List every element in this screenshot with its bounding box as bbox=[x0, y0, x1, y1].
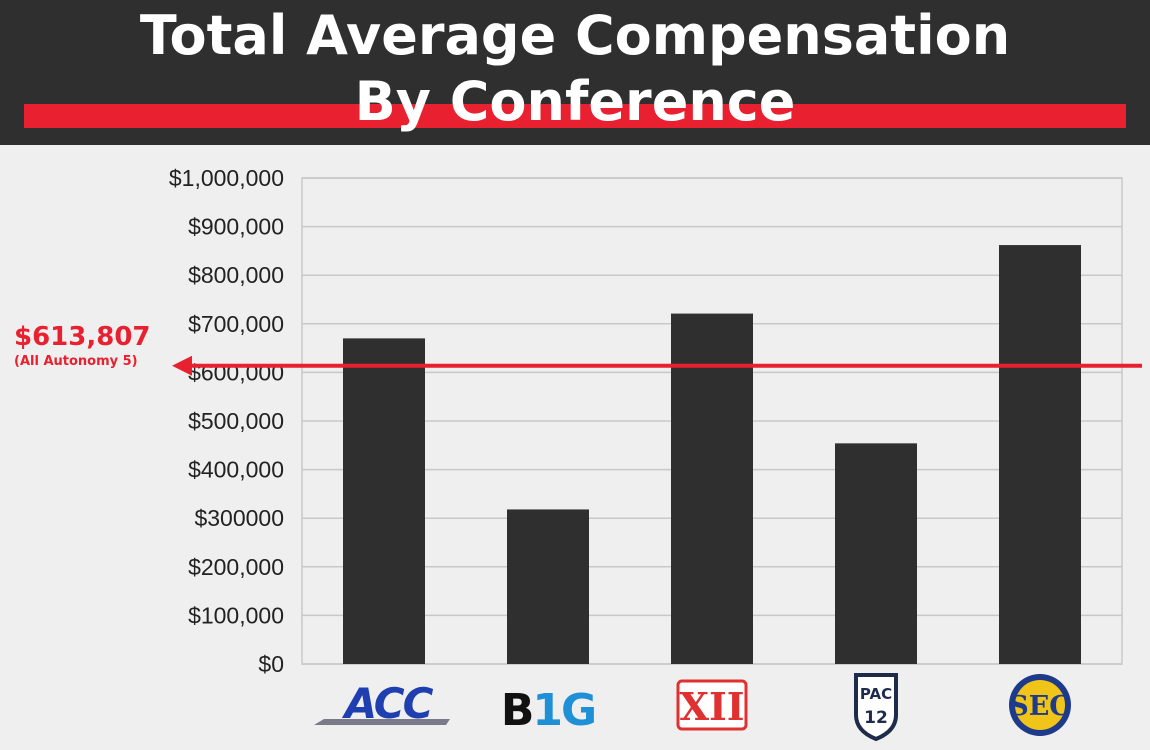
big-12-logo: XII bbox=[676, 679, 748, 731]
reference-value-label: $613,807 bbox=[14, 322, 151, 352]
acc-logo: ACC bbox=[314, 679, 450, 728]
big-ten-logo: B1G bbox=[501, 685, 597, 736]
big-12-logo-text: XII bbox=[679, 684, 744, 729]
pac-12-logo-shield bbox=[854, 673, 898, 742]
reference-sub-label: (All Autonomy 5) bbox=[14, 354, 138, 369]
sec-logo-center bbox=[1015, 680, 1065, 730]
header-banner: Total Average Compensation By Conference bbox=[0, 0, 1150, 145]
pac-12-logo: PAC 12 bbox=[854, 673, 898, 742]
title-line-2: By Conference bbox=[354, 70, 796, 133]
big-12-logo-frame bbox=[676, 679, 748, 731]
sec-logo: SEC bbox=[1009, 674, 1071, 736]
reference-arrow-icon bbox=[172, 355, 192, 376]
acc-logo-swoosh bbox=[314, 719, 450, 725]
bar-sec bbox=[999, 245, 1081, 664]
y-tick-label: $1,000,000 bbox=[169, 165, 284, 191]
bar-pac-12 bbox=[835, 443, 917, 664]
pac-12-logo-text-top: PAC bbox=[860, 685, 892, 703]
y-tick-label: $900,000 bbox=[188, 214, 284, 240]
acc-logo-text: ACC bbox=[342, 679, 434, 728]
big-ten-logo-text: B1G bbox=[501, 685, 595, 736]
y-tick-label: $800,000 bbox=[188, 262, 284, 288]
bar-big-ten bbox=[507, 509, 589, 664]
y-tick-label: $0 bbox=[258, 651, 284, 677]
y-tick-label: $600,000 bbox=[188, 359, 284, 385]
bar-acc bbox=[343, 338, 425, 664]
title-line-1: Total Average Compensation bbox=[139, 4, 1011, 67]
y-tick-label: $400,000 bbox=[188, 457, 284, 483]
bar-big-12 bbox=[671, 313, 753, 664]
reference-annotation: $613,807 (All Autonomy 5) bbox=[14, 322, 164, 370]
y-tick-label: $300000 bbox=[194, 505, 284, 531]
y-tick-label: $700,000 bbox=[188, 311, 284, 337]
y-tick-label: $100,000 bbox=[188, 602, 284, 628]
y-tick-label: $500,000 bbox=[188, 408, 284, 434]
pac-12-logo-text-bottom: 12 bbox=[864, 708, 888, 728]
header-red-stripe bbox=[24, 104, 1126, 128]
y-tick-label: $200,000 bbox=[188, 554, 284, 580]
sec-logo-text: SEC bbox=[1009, 691, 1071, 722]
